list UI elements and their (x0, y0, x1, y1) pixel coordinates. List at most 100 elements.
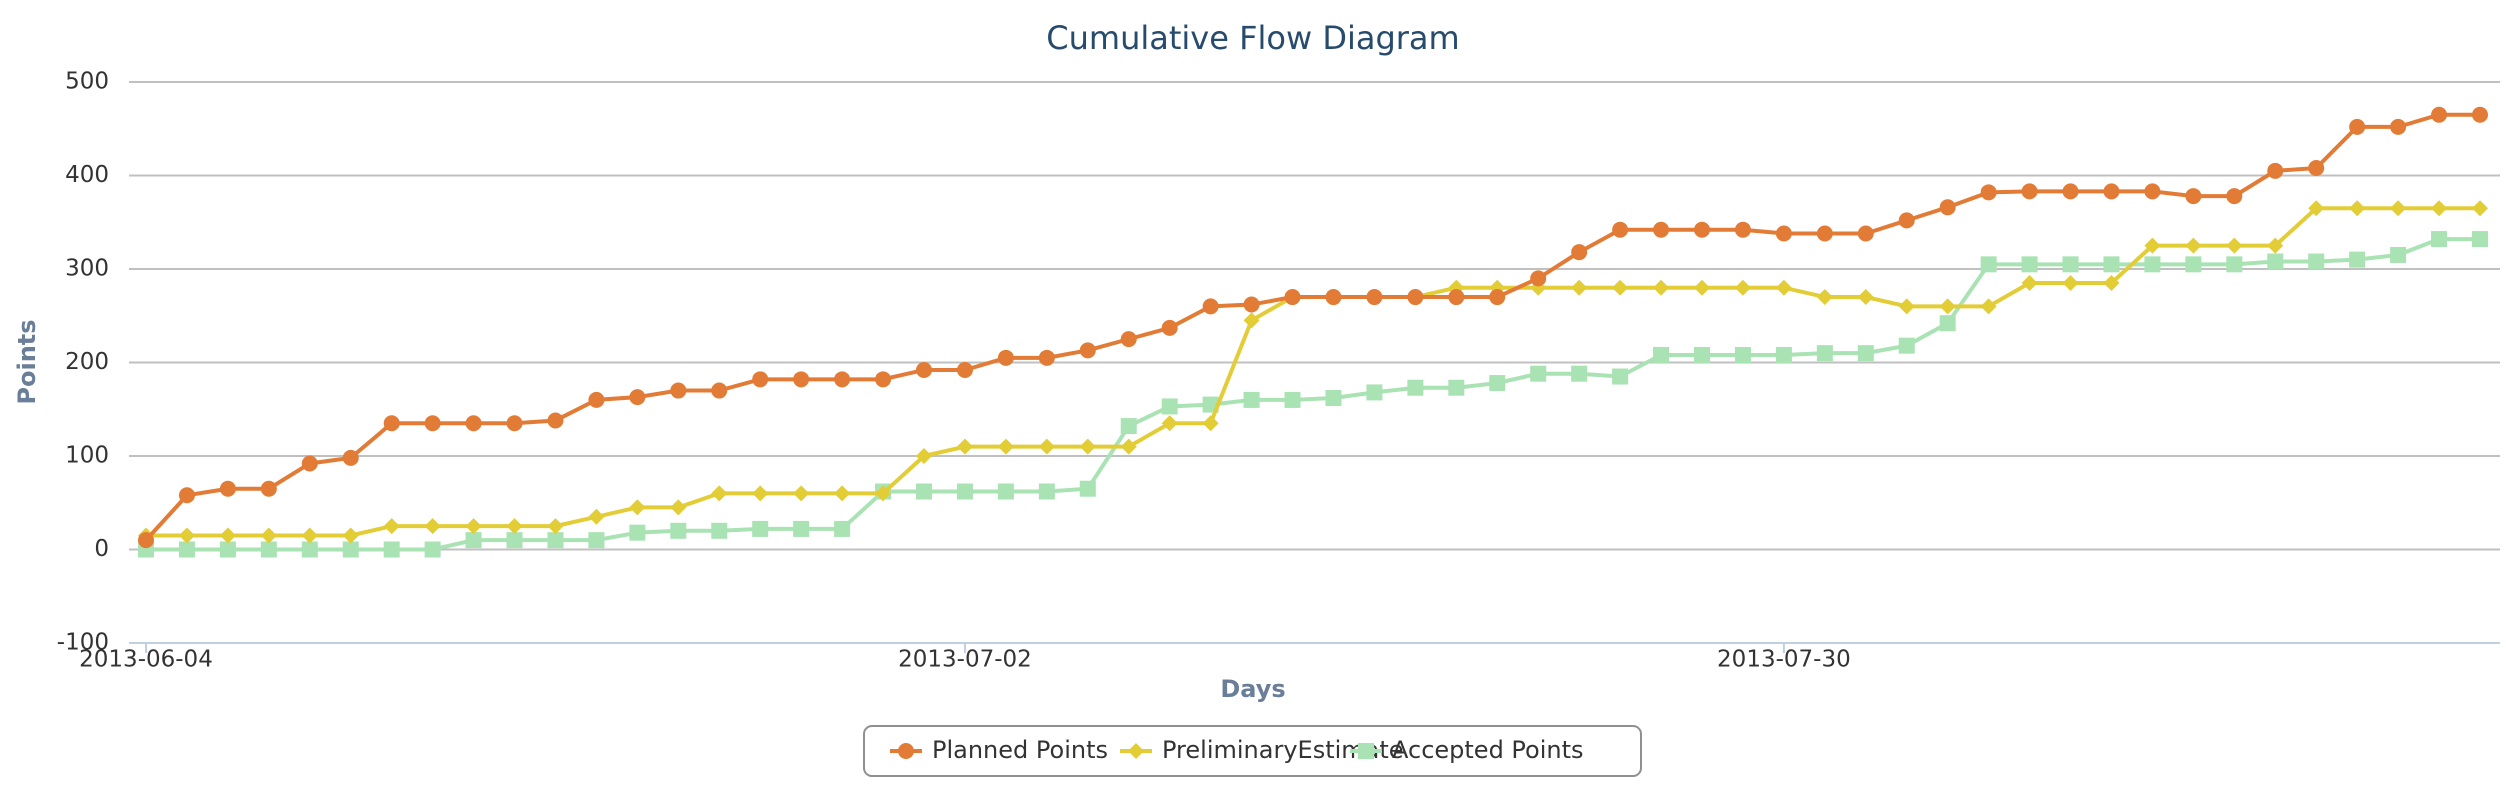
point (793, 485, 810, 502)
y-tick-label: 0 (94, 536, 109, 562)
point (2267, 237, 2284, 254)
point (301, 541, 318, 558)
point (383, 518, 400, 535)
y-tick-label: 200 (65, 349, 109, 375)
point (1816, 225, 1833, 242)
point (2021, 275, 2038, 292)
point (1694, 221, 1710, 238)
point (465, 532, 482, 549)
point (1571, 244, 1588, 261)
point (2349, 118, 2366, 135)
point (1325, 289, 1342, 306)
x-tick-label: 2013-07-02 (898, 647, 1032, 673)
point (629, 499, 646, 516)
point (2226, 256, 2243, 273)
x-axis-title: Days (1220, 675, 1285, 703)
point (834, 485, 851, 502)
point (1898, 212, 1915, 229)
point (219, 527, 236, 544)
point (588, 391, 605, 408)
point (2062, 275, 2079, 292)
point (506, 532, 523, 549)
point (1734, 347, 1751, 364)
point (1202, 415, 1219, 432)
point (1898, 298, 1915, 315)
point (2185, 237, 2202, 254)
series-line (146, 206, 2480, 538)
point (1571, 279, 1588, 296)
point (424, 541, 441, 558)
point (219, 541, 236, 558)
point (2185, 188, 2202, 205)
point (956, 483, 973, 500)
y-axis-title: Points (13, 319, 41, 404)
point (1120, 438, 1137, 455)
point (875, 485, 892, 502)
point (2431, 106, 2448, 123)
y-tick-label: 100 (65, 443, 109, 469)
point (1857, 345, 1874, 362)
point (997, 483, 1014, 500)
point (1243, 312, 1260, 329)
point (260, 541, 277, 558)
point (1939, 315, 1956, 332)
point (1489, 289, 1506, 306)
point (342, 527, 359, 544)
point (1734, 279, 1751, 296)
point (1612, 368, 1629, 385)
point (956, 361, 973, 378)
point (793, 371, 810, 388)
point (1243, 391, 1260, 408)
point (301, 455, 318, 472)
point (383, 541, 400, 558)
legend-label: Planned Points (932, 736, 1108, 764)
point (1612, 221, 1629, 238)
point (2308, 160, 2325, 177)
point (1448, 379, 1465, 396)
point (1079, 480, 1096, 497)
point (1120, 331, 1137, 348)
point (752, 485, 769, 502)
point (1161, 319, 1178, 336)
point (1161, 415, 1178, 432)
point (2390, 200, 2407, 217)
point (1243, 296, 1260, 313)
point (1366, 384, 1383, 401)
y-tick-label: 400 (65, 162, 109, 188)
point (424, 415, 441, 432)
point (2308, 253, 2325, 270)
point (138, 532, 154, 549)
point (342, 449, 359, 466)
point (2431, 200, 2448, 217)
point (2472, 106, 2488, 123)
point (1530, 270, 1547, 287)
point (1980, 298, 1997, 315)
point (2472, 200, 2488, 217)
point (752, 371, 769, 388)
point (1980, 184, 1997, 201)
point (670, 382, 687, 399)
legend-box (863, 725, 1642, 777)
point (2021, 183, 2038, 200)
point (793, 520, 810, 537)
point (629, 389, 646, 406)
point (2144, 237, 2161, 254)
point (1775, 225, 1792, 242)
point (1939, 199, 1956, 216)
point (1284, 391, 1301, 408)
point (916, 448, 932, 464)
point (1612, 279, 1629, 296)
y-tick-label: 500 (65, 69, 109, 95)
point (178, 541, 195, 558)
point (383, 415, 400, 432)
point (2390, 118, 2407, 135)
point (2021, 256, 2038, 273)
point (506, 415, 523, 432)
point (2062, 256, 2079, 273)
point (2226, 188, 2243, 205)
point (2144, 183, 2161, 200)
point (260, 527, 277, 544)
point (1489, 375, 1506, 392)
point (898, 743, 914, 759)
point (2185, 256, 2202, 273)
